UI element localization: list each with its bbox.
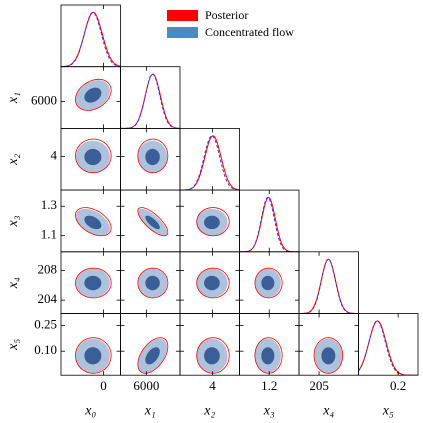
panel-frame (358, 313, 419, 376)
panel (180, 135, 240, 191)
y-tick-label: 6000 (31, 93, 57, 108)
x-tick-label: 1.2 (261, 378, 277, 393)
contour-inner (261, 275, 275, 291)
density-curve (299, 258, 359, 314)
panel (137, 207, 169, 237)
panel (137, 267, 169, 299)
y-tick-label: 204 (38, 291, 58, 306)
contour-inner (204, 275, 220, 291)
contour-outline (196, 337, 230, 374)
panel (137, 138, 169, 174)
x-axis-label: x₀ (84, 403, 96, 418)
panel (254, 267, 283, 299)
contour-inner (261, 347, 275, 365)
panel (196, 207, 230, 237)
panel (61, 11, 121, 67)
contour-outline (137, 138, 169, 174)
contour-outline (75, 207, 112, 237)
contour-outline (137, 337, 169, 374)
y-tick-label: 0.25 (34, 316, 57, 331)
y-tick-label: 1.1 (41, 227, 57, 242)
contour-inner (84, 148, 102, 166)
contour-inner (204, 347, 220, 365)
contour-inner (145, 148, 160, 166)
panel (75, 138, 112, 174)
y-axis-label: x₂ (6, 154, 21, 166)
panel (75, 337, 112, 374)
contour-outline (75, 138, 112, 174)
panel (254, 337, 283, 374)
density-curve (180, 135, 240, 191)
contour-outline (254, 337, 283, 374)
contour-inner (84, 347, 102, 365)
contour-outline (137, 207, 169, 237)
contour-inner (204, 215, 220, 230)
density-curve (61, 11, 121, 67)
panel (75, 267, 112, 299)
density-curve (120, 73, 180, 129)
contour-inner (321, 347, 336, 365)
y-axis-label: x₃ (6, 215, 21, 227)
x-axis-label: x₁ (144, 403, 156, 418)
panel (120, 73, 180, 129)
contour-inner (84, 215, 102, 230)
density-curve (358, 320, 418, 376)
x-axis-label: x₅ (382, 403, 394, 418)
contour-inner (145, 275, 160, 291)
contour-inner (145, 215, 160, 230)
panel (313, 337, 344, 374)
contour-outline (75, 267, 112, 299)
legend-label: Concentrated flow (205, 25, 294, 39)
x-axis-label: x₃ (263, 403, 275, 418)
panel (358, 320, 418, 376)
y-axis-label: x₅ (6, 339, 21, 351)
panel-frame (298, 251, 359, 314)
panel (196, 337, 230, 374)
density-curve (120, 73, 180, 129)
panel (239, 196, 299, 252)
contour-inner (84, 275, 102, 291)
legend-label: Posterior (205, 8, 248, 22)
legend-swatch (167, 27, 198, 38)
legend-swatch (167, 10, 198, 21)
contour-inner (145, 347, 160, 365)
x-axis-label: x₂ (203, 403, 215, 418)
contour-outline (254, 267, 283, 299)
y-tick-label: 208 (38, 261, 58, 276)
contour-outline (313, 337, 344, 374)
panel (196, 267, 230, 299)
contour-inner (84, 87, 102, 103)
density-curve (239, 197, 299, 252)
panel (299, 258, 359, 314)
density-curve (61, 11, 121, 67)
contour-outline (75, 337, 112, 374)
contour-outline (196, 267, 230, 299)
panel (137, 337, 169, 374)
density-curve (180, 135, 240, 191)
panel (75, 207, 112, 237)
x-tick-label: 0 (100, 378, 107, 393)
contour-outline (137, 267, 169, 299)
y-tick-label: 0.10 (34, 342, 57, 357)
y-axis-label: x₁ (6, 92, 21, 104)
y-tick-label: 1.3 (41, 197, 57, 212)
y-tick-label: 4 (51, 147, 58, 162)
contour-outline (196, 207, 230, 237)
x-axis-label: x₄ (322, 403, 334, 418)
x-tick-label: 0.2 (390, 378, 406, 393)
density-curve (299, 258, 359, 314)
x-tick-label: 6000 (133, 378, 159, 393)
y-axis-label: x₄ (6, 277, 21, 289)
density-curve (239, 196, 299, 252)
x-tick-label: 205 (309, 378, 329, 393)
contour-outline (75, 78, 112, 111)
x-tick-label: 4 (209, 378, 216, 393)
panel (75, 78, 112, 111)
